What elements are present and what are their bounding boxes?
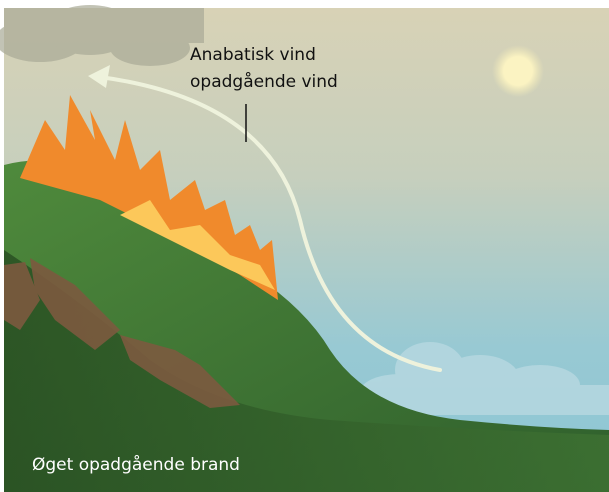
illustration: Anabatisk vind opadgående vind Øget opad…	[0, 0, 609, 492]
wind-title: Anabatisk vind	[190, 45, 316, 65]
caption: Øget opadgående brand	[32, 454, 240, 475]
wind-subtitle: opadgående vind	[190, 71, 338, 92]
sun	[492, 45, 544, 97]
